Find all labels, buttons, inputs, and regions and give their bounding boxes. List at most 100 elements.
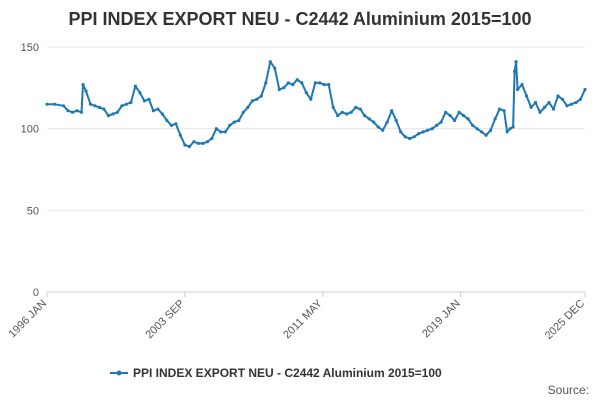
data-point[interactable] [183, 143, 187, 147]
data-point[interactable] [178, 133, 182, 137]
data-point[interactable] [390, 109, 394, 113]
data-point[interactable] [174, 122, 178, 126]
data-point[interactable] [115, 110, 119, 114]
data-point[interactable] [444, 110, 448, 114]
legend[interactable]: PPI INDEX EXPORT NEU - C2442 Aluminium 2… [110, 366, 442, 380]
data-point[interactable] [232, 120, 236, 124]
data-point[interactable] [520, 83, 524, 87]
data-point[interactable] [525, 94, 529, 98]
data-point[interactable] [480, 130, 484, 134]
data-point[interactable] [187, 145, 191, 149]
data-point[interactable] [142, 99, 146, 103]
data-point[interactable] [547, 100, 551, 105]
data-point[interactable] [81, 83, 85, 87]
data-point[interactable] [264, 81, 268, 85]
data-point[interactable] [286, 81, 290, 85]
data-point[interactable] [381, 128, 385, 132]
data-point[interactable] [93, 104, 97, 108]
data-point[interactable] [237, 118, 241, 123]
data-point[interactable] [453, 118, 457, 123]
data-point[interactable] [466, 117, 470, 121]
data-point[interactable] [505, 130, 509, 134]
data-point[interactable] [97, 105, 102, 109]
data-point[interactable] [538, 110, 542, 114]
data-point[interactable] [513, 69, 517, 74]
data-point[interactable] [106, 114, 110, 118]
data-point[interactable] [340, 110, 344, 114]
data-point[interactable] [403, 135, 407, 139]
data-point[interactable] [439, 120, 443, 124]
data-point[interactable] [583, 87, 587, 92]
data-point[interactable] [309, 97, 313, 101]
data-point[interactable] [84, 89, 88, 93]
data-point[interactable] [210, 136, 214, 141]
data-point[interactable] [138, 91, 142, 95]
data-point[interactable] [349, 110, 353, 114]
data-point[interactable] [372, 120, 376, 124]
data-point[interactable] [277, 87, 281, 92]
data-point[interactable] [246, 105, 250, 109]
data-point[interactable] [493, 117, 497, 121]
data-point[interactable] [133, 84, 137, 88]
data-point[interactable] [192, 140, 196, 144]
data-point[interactable] [435, 123, 439, 127]
data-point[interactable] [111, 112, 115, 116]
data-point[interactable] [426, 128, 430, 132]
data-point[interactable] [79, 110, 84, 114]
data-point[interactable] [578, 97, 583, 101]
data-point[interactable] [313, 81, 317, 85]
data-point[interactable] [120, 104, 124, 108]
data-point[interactable] [304, 91, 308, 95]
data-point[interactable] [421, 130, 425, 134]
data-point[interactable] [129, 100, 133, 105]
data-point[interactable] [399, 130, 403, 134]
data-point[interactable] [61, 104, 66, 108]
data-point[interactable] [556, 94, 560, 98]
data-point[interactable] [358, 107, 362, 111]
data-point[interactable] [569, 102, 574, 106]
data-point[interactable] [228, 123, 232, 127]
data-point[interactable] [322, 83, 326, 87]
data-point[interactable] [70, 110, 75, 114]
data-point[interactable] [511, 125, 515, 129]
data-point[interactable] [156, 107, 160, 111]
data-point[interactable] [394, 118, 398, 123]
data-point[interactable] [498, 107, 502, 111]
data-point[interactable] [151, 109, 155, 113]
data-point[interactable] [52, 102, 57, 106]
data-point[interactable] [273, 66, 277, 70]
data-point[interactable] [282, 86, 286, 90]
data-point[interactable] [196, 141, 200, 145]
data-point[interactable] [165, 118, 169, 123]
data-point[interactable] [205, 140, 209, 144]
data-point[interactable] [300, 81, 304, 85]
data-point[interactable] [318, 81, 322, 85]
data-point[interactable] [363, 114, 367, 118]
data-point[interactable] [66, 109, 70, 113]
data-point[interactable] [219, 130, 223, 134]
data-point[interactable] [331, 105, 335, 109]
data-point[interactable] [160, 112, 164, 116]
data-point[interactable] [75, 109, 79, 113]
data-point[interactable] [514, 60, 518, 64]
data-point[interactable] [223, 130, 227, 134]
data-point[interactable] [102, 107, 106, 111]
data-point[interactable] [124, 102, 128, 106]
data-point[interactable] [354, 105, 358, 109]
data-point[interactable] [147, 97, 151, 101]
data-point[interactable] [508, 127, 512, 131]
data-point[interactable] [484, 133, 488, 137]
data-point[interactable] [457, 110, 461, 114]
data-point[interactable] [385, 120, 389, 124]
data-point[interactable] [336, 114, 340, 118]
data-point[interactable] [367, 117, 371, 121]
data-point[interactable] [489, 128, 493, 132]
data-point[interactable] [45, 102, 49, 106]
data-point[interactable] [471, 123, 475, 127]
data-point[interactable] [475, 127, 479, 131]
data-point[interactable] [412, 135, 416, 139]
data-point[interactable] [255, 97, 259, 101]
data-point[interactable] [268, 60, 272, 64]
data-point[interactable] [533, 100, 538, 105]
data-point[interactable] [560, 97, 565, 101]
